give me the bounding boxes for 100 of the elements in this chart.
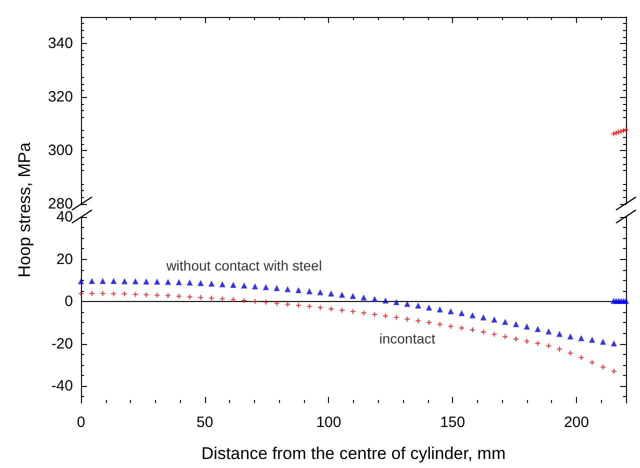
point	[176, 294, 182, 299]
point	[568, 350, 573, 356]
point	[339, 292, 346, 298]
y-tick-label: -20	[51, 335, 73, 352]
point	[318, 305, 323, 310]
point	[590, 360, 595, 365]
point	[610, 340, 617, 346]
point	[372, 312, 378, 317]
point	[437, 322, 442, 327]
point	[89, 291, 94, 296]
point	[198, 295, 204, 300]
point	[459, 325, 464, 330]
point	[557, 346, 562, 352]
point	[513, 321, 520, 328]
y-tick-label: 320	[48, 88, 73, 106]
point	[578, 335, 584, 342]
point	[556, 330, 563, 337]
point	[230, 282, 236, 288]
point	[100, 278, 106, 284]
point	[176, 279, 182, 286]
point	[274, 300, 280, 306]
point	[208, 280, 215, 287]
point	[88, 278, 95, 284]
point	[361, 310, 366, 316]
y-axis-title: Hoop stress, MPa	[15, 142, 35, 278]
point	[394, 314, 399, 320]
x-tick-label: 200	[564, 414, 589, 431]
point	[252, 298, 258, 304]
point	[154, 278, 160, 285]
point	[230, 297, 236, 302]
point	[372, 296, 378, 302]
point	[350, 293, 356, 300]
point	[415, 302, 422, 309]
point	[165, 278, 171, 285]
point	[350, 308, 356, 314]
point	[198, 280, 204, 286]
point	[600, 364, 606, 370]
point	[458, 310, 465, 316]
y-tick-label: -40	[51, 378, 73, 395]
point	[416, 318, 421, 324]
point	[220, 296, 225, 302]
point	[426, 304, 432, 310]
point	[480, 314, 486, 320]
point	[611, 368, 616, 374]
point	[274, 285, 280, 292]
y-tick-label: 20	[56, 250, 73, 268]
point	[296, 302, 302, 308]
point	[219, 281, 226, 288]
point	[589, 336, 596, 343]
point	[340, 308, 345, 313]
point	[132, 278, 138, 284]
point	[78, 278, 84, 284]
series-label: without contact with steel	[165, 257, 322, 274]
point	[242, 298, 247, 303]
point	[404, 300, 410, 307]
point	[252, 283, 258, 290]
point	[524, 338, 530, 344]
x-tick-label: 150	[440, 414, 466, 431]
point	[328, 290, 334, 297]
point	[144, 292, 149, 298]
point	[122, 291, 127, 296]
point	[263, 300, 268, 305]
point	[426, 320, 432, 325]
point	[502, 318, 508, 325]
point	[78, 291, 84, 296]
point	[143, 278, 150, 284]
point	[166, 293, 170, 298]
point	[470, 327, 476, 332]
series-label: incontact	[379, 330, 436, 347]
point	[328, 306, 334, 312]
point	[567, 333, 574, 340]
point	[480, 329, 486, 334]
x-tick-label: 50	[196, 414, 214, 431]
point	[285, 302, 290, 307]
y-tick-label: 0	[64, 293, 73, 310]
point	[360, 294, 367, 301]
point	[209, 296, 214, 301]
point	[546, 343, 552, 348]
point	[535, 340, 540, 346]
point	[262, 284, 269, 290]
point	[383, 313, 388, 318]
point	[524, 323, 530, 330]
x-tick-label: 0	[76, 414, 86, 431]
point	[382, 297, 389, 304]
point	[534, 326, 541, 332]
point	[514, 336, 519, 342]
point	[122, 278, 128, 284]
point	[492, 332, 497, 337]
point	[491, 316, 498, 323]
x-tick-label: 100	[316, 414, 342, 431]
point	[393, 299, 400, 306]
point	[186, 280, 193, 286]
point	[317, 289, 324, 296]
point	[436, 306, 443, 312]
point	[132, 292, 138, 297]
point	[448, 308, 454, 314]
point	[470, 312, 476, 318]
point	[100, 291, 106, 296]
point	[187, 294, 192, 300]
point	[578, 355, 584, 360]
